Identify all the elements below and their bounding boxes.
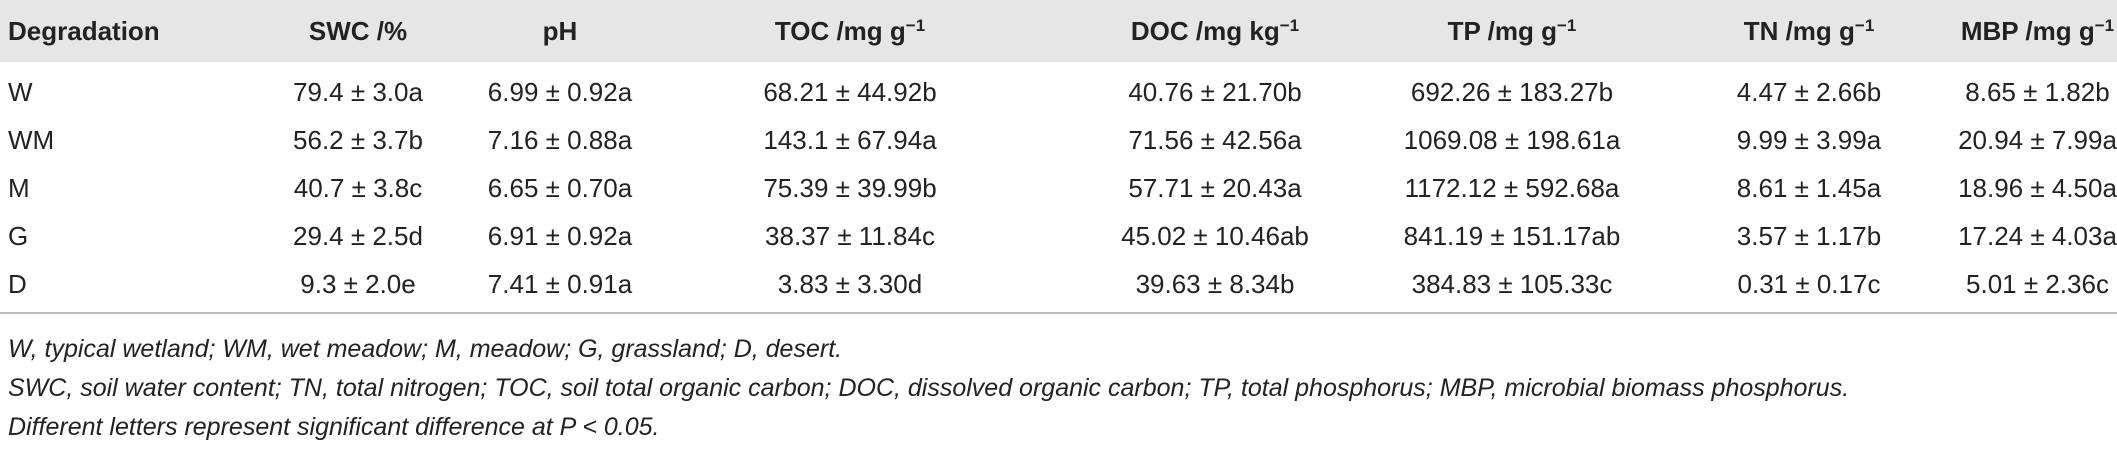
table-cell: 384.83 ± 105.33c	[1364, 260, 1660, 314]
table-cell: 841.19 ± 151.17ab	[1403, 220, 1621, 251]
table-cell: 8.61 ± 1.45a	[1736, 172, 1882, 203]
table-cell: 29.4 ± 2.5d	[293, 220, 423, 251]
header-unit-exponent: −1	[2094, 15, 2115, 35]
table-cell: 8.65 ± 1.82b	[1965, 76, 2110, 107]
table-cell: 1069.08 ± 198.61a	[1403, 124, 1621, 155]
header-cell: SWC /%	[230, 0, 486, 62]
header-text: SWC /%	[308, 15, 408, 46]
table-cell: 143.1 ± 67.94a	[763, 124, 937, 155]
table-cell: 692.26 ± 183.27b	[1410, 76, 1614, 107]
table-cell: 0.31 ± 0.17c	[1660, 260, 1958, 314]
header-unit-exponent: −1	[1279, 15, 1300, 35]
header-row: Degradation SWC /% pH TOC /mg g−1 DOC /mg kg…	[0, 0, 2117, 62]
table-row: M 40.7 ± 3.8c 6.65 ± 0.70a 75.39 ± 39.99b 57…	[0, 164, 2117, 212]
header-cell: pH	[486, 0, 634, 62]
table-cell: WM	[8, 124, 55, 155]
table-cell: 40.7 ± 3.8c	[293, 172, 423, 203]
table-row: W 79.4 ± 3.0a 6.99 ± 0.92a 68.21 ± 44.92b 40…	[0, 62, 2117, 116]
table-cell: W	[8, 76, 33, 107]
footnote: W, typical wetland; WM, wet meadow; M, m…	[8, 335, 843, 363]
table-cell: 56.2 ± 3.7b	[293, 124, 423, 155]
table-row: D 9.3 ± 2.0e 7.41 ± 0.91a 3.83 ± 3.30d 39.63…	[0, 260, 2117, 314]
table-cell: 3.57 ± 1.17b	[1736, 220, 1882, 251]
table-cell: 3.83 ± 3.30d	[634, 260, 1066, 314]
table-cell: 71.56 ± 42.56a	[1128, 124, 1302, 155]
table-cell: 5.01 ± 2.36c	[1958, 260, 2117, 314]
table-cell: 40.76 ± 21.70b	[1128, 76, 1302, 107]
table-row: WM 56.2 ± 3.7b 7.16 ± 0.88a 143.1 ± 67.94a 7…	[0, 116, 2117, 164]
table-cell: 6.91 ± 0.92a	[487, 220, 633, 251]
header-text: MBP /mg g	[1960, 15, 2095, 46]
table-cell: 1172.12 ± 592.68a	[1404, 172, 1620, 203]
table-cell: 17.24 ± 4.03a	[1958, 220, 2117, 251]
footnote: SWC, soil water content; TN, total nitro…	[8, 374, 1850, 402]
table-cell: 75.39 ± 39.99b	[763, 172, 937, 203]
data-table: Degradation SWC /% pH TOC /mg g−1 DOC /mg kg…	[0, 0, 2117, 314]
table-cell: 57.71 ± 20.43a	[1128, 172, 1302, 203]
table-cell: 18.96 ± 4.50a	[1958, 172, 2117, 203]
table-cell: 45.02 ± 10.46ab	[1121, 220, 1309, 251]
table-cell: 6.99 ± 0.92a	[487, 76, 633, 107]
table-cell: 38.37 ± 11.84c	[765, 220, 935, 251]
table-cell: 7.41 ± 0.91a	[486, 260, 634, 314]
header-cell: TN /mg g−1	[1660, 0, 1958, 62]
header-text: DOC /mg kg	[1130, 15, 1280, 46]
table-row: G 29.4 ± 2.5d 6.91 ± 0.92a 38.37 ± 11.84c 45…	[0, 212, 2117, 260]
table-cell: 7.16 ± 0.88a	[487, 124, 633, 155]
header-text: TN /mg g	[1743, 15, 1855, 46]
table-cell: 9.99 ± 3.99a	[1736, 124, 1882, 155]
header-cell: Degradation	[0, 0, 230, 62]
header-unit-exponent: −1	[1854, 15, 1875, 35]
table-cell: 68.21 ± 44.92b	[763, 76, 937, 107]
table-cell: G	[8, 220, 29, 251]
header-unit-exponent: −1	[1556, 15, 1577, 35]
header-text: pH	[542, 15, 578, 46]
table-cell: 39.63 ± 8.34b	[1066, 260, 1364, 314]
header-text: Degradation	[8, 15, 160, 46]
header-text: TOC /mg g	[774, 15, 906, 46]
table-cell: 6.65 ± 0.70a	[487, 172, 633, 203]
table-cell: 79.4 ± 3.0a	[293, 76, 423, 107]
table-cell: D	[0, 260, 230, 314]
footnote: Different letters represent significant …	[8, 413, 660, 441]
table-cell: 9.3 ± 2.0e	[230, 260, 486, 314]
table-cell: 20.94 ± 7.99a	[1958, 124, 2117, 155]
table-body: W 79.4 ± 3.0a 6.99 ± 0.92a 68.21 ± 44.92b 40…	[0, 62, 2117, 314]
table-cell: M	[8, 172, 30, 203]
header-text: TP /mg g	[1447, 15, 1557, 46]
header-unit-exponent: −1	[905, 15, 926, 35]
header-cell: DOC /mg kg−1	[1066, 0, 1364, 62]
header-cell: TOC /mg g−1	[634, 0, 1066, 62]
table-cell: 4.47 ± 2.66b	[1736, 76, 1882, 107]
header-cell: MBP /mg g−1	[1958, 0, 2117, 62]
footnotes: W, typical wetland; WM, wet meadow; M, m…	[8, 330, 2117, 447]
header-cell: TP /mg g−1	[1364, 0, 1660, 62]
